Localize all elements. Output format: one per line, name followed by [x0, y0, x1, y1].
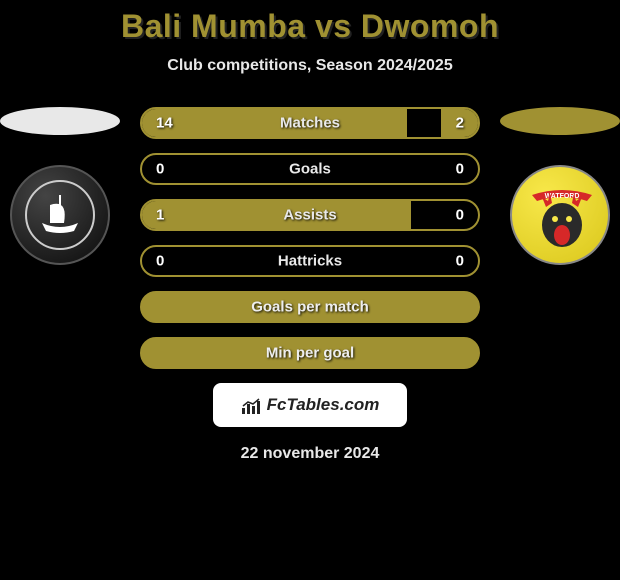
footer: FcTables.com 22 november 2024 [0, 383, 620, 463]
badge-ellipse-right [500, 107, 620, 135]
stat-bar: 0 0 Goals [140, 153, 480, 185]
player-badge-left [0, 107, 120, 265]
footer-date: 22 november 2024 [0, 445, 620, 463]
stat-label: Matches [280, 115, 340, 132]
stat-value-right: 0 [456, 161, 464, 178]
stat-value-left: 0 [156, 161, 164, 178]
stat-label: Hattricks [278, 253, 342, 270]
stat-value-right: 0 [456, 207, 464, 224]
stat-label: Assists [283, 207, 336, 224]
fctables-logo: FcTables.com [213, 383, 408, 427]
player-badge-right: WATFORD [500, 107, 620, 265]
badge-ellipse-left [0, 107, 120, 135]
plymouth-boat-icon [24, 179, 96, 251]
page-title: Bali Mumba vs Dwomoh [0, 8, 620, 45]
stat-fill-left [142, 201, 411, 229]
stats-container: 14 2 Matches 0 0 Goals 1 0 Assists 0 0 Hattricks Goa… [140, 107, 480, 369]
chart-icon [241, 398, 263, 414]
logo-text: FcTables.com [267, 395, 380, 414]
header: Bali Mumba vs Dwomoh Club competitions, … [0, 0, 620, 75]
stat-value-right: 2 [456, 115, 464, 132]
stat-bar: 1 0 Assists [140, 199, 480, 231]
watford-moose-icon: WATFORD [522, 177, 602, 257]
main-area: WATFORD 14 2 Matches 0 0 Goals 1 0 Assists 0 0 Hatt… [0, 107, 620, 369]
stat-bar-full: Min per goal [140, 337, 480, 369]
stat-bar-full: Goals per match [140, 291, 480, 323]
stat-label: Min per goal [266, 345, 354, 362]
stat-bar: 14 2 Matches [140, 107, 480, 139]
stat-value-left: 1 [156, 207, 164, 224]
page-subtitle: Club competitions, Season 2024/2025 [0, 57, 620, 75]
stat-label: Goals [289, 161, 331, 178]
club-badge-plymouth [10, 165, 110, 265]
stat-fill-left [142, 109, 407, 137]
stat-bar: 0 0 Hattricks [140, 245, 480, 277]
stat-label: Goals per match [251, 299, 369, 316]
stat-value-left: 14 [156, 115, 173, 132]
club-badge-watford: WATFORD [510, 165, 610, 265]
stat-value-right: 0 [456, 253, 464, 270]
stat-value-left: 0 [156, 253, 164, 270]
